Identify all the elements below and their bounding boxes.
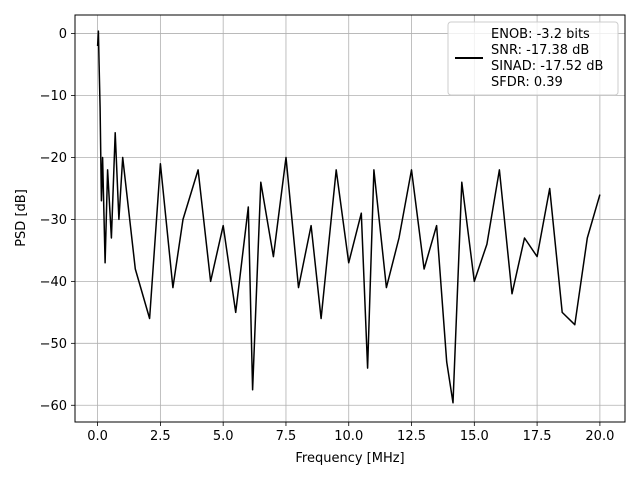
plot-frame — [74, 14, 626, 423]
x-tick-label: 20.0 — [585, 429, 614, 444]
x-tick-label: 12.5 — [397, 429, 426, 444]
x-tick-label: 7.5 — [276, 429, 297, 444]
x-tick-label: 15.0 — [460, 429, 489, 444]
y-axis-ticks: 0 −10 −20 −30 −40 −50 −60 — [40, 27, 75, 414]
x-tick-label: 0.0 — [87, 429, 108, 444]
legend: ENOB: -3.2 bits SNR: -17.38 dB SINAD: -1… — [447, 21, 619, 96]
y-tick-label: −10 — [40, 89, 67, 104]
y-axis-title: PSD [dB] — [14, 189, 29, 247]
x-axis-title: Frequency [MHz] — [295, 451, 404, 466]
psd-series — [96, 30, 601, 404]
x-tick-label: 17.5 — [523, 429, 552, 444]
y-tick-label: −40 — [40, 275, 67, 290]
y-tick-label: 0 — [59, 27, 67, 42]
legend-entry-sinad: SINAD: -17.52 dB — [491, 59, 603, 74]
legend-entry-snr: SNR: -17.38 dB — [491, 43, 589, 58]
x-tick-label: 5.0 — [213, 429, 234, 444]
x-axis-ticks: 0.0 2.5 5.0 7.5 10.0 12.5 15.0 17.5 20.0 — [87, 422, 614, 444]
y-tick-label: −60 — [40, 399, 67, 414]
x-tick-label: 10.0 — [334, 429, 363, 444]
legend-box — [447, 21, 619, 96]
y-tick-label: −50 — [40, 337, 67, 352]
y-tick-label: −20 — [40, 151, 67, 166]
psd-line — [96, 30, 601, 404]
legend-entry-sfdr: SFDR: 0.39 — [491, 75, 563, 90]
legend-entry-enob: ENOB: -3.2 bits — [491, 27, 590, 42]
grid — [75, 15, 625, 422]
y-tick-label: −30 — [40, 213, 67, 228]
x-tick-label: 2.5 — [150, 429, 171, 444]
